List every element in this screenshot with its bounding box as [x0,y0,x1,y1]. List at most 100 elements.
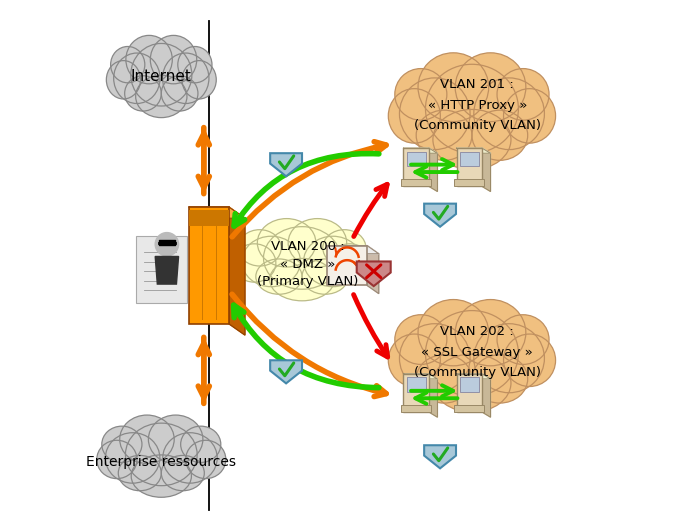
Ellipse shape [416,110,472,160]
Polygon shape [189,207,245,218]
Ellipse shape [426,311,518,396]
Text: VLAN 202 :: VLAN 202 : [440,326,514,338]
Ellipse shape [185,440,226,478]
Ellipse shape [474,78,544,150]
Bar [455,405,484,412]
Text: (Community VLAN): (Community VLAN) [414,119,541,132]
Text: « HTTP Proxy »: « HTTP Proxy » [428,99,527,112]
Bar [460,378,479,392]
Ellipse shape [161,76,198,111]
Polygon shape [482,148,491,192]
Ellipse shape [302,259,348,294]
Ellipse shape [114,53,160,104]
Ellipse shape [125,423,197,486]
Ellipse shape [395,315,447,364]
Ellipse shape [125,76,161,111]
Bar [327,246,367,286]
Ellipse shape [474,324,544,393]
Polygon shape [482,374,491,417]
Ellipse shape [96,440,137,478]
Polygon shape [229,207,245,335]
Text: « SSL Gateway »: « SSL Gateway » [422,346,533,358]
Ellipse shape [389,334,440,387]
Ellipse shape [150,36,197,84]
Ellipse shape [256,259,302,294]
Ellipse shape [163,433,217,483]
Ellipse shape [263,227,340,289]
Ellipse shape [136,75,187,118]
Ellipse shape [288,219,347,267]
Bar [457,374,482,412]
Ellipse shape [258,219,316,267]
Polygon shape [367,246,379,294]
Ellipse shape [497,68,549,120]
Polygon shape [270,361,302,383]
Ellipse shape [181,426,220,463]
Ellipse shape [269,259,334,301]
Ellipse shape [400,78,470,150]
Polygon shape [404,148,438,153]
Polygon shape [457,148,491,153]
Ellipse shape [455,53,526,122]
FancyBboxPatch shape [136,236,187,303]
Ellipse shape [455,299,526,366]
Ellipse shape [102,426,142,463]
Bar [455,179,484,186]
Circle shape [155,233,178,256]
Ellipse shape [504,334,555,387]
Ellipse shape [120,415,174,464]
Polygon shape [424,445,456,468]
Ellipse shape [400,324,470,393]
Bar [401,405,431,412]
Ellipse shape [416,355,472,403]
Polygon shape [327,246,379,254]
Ellipse shape [126,36,172,84]
Ellipse shape [395,68,447,120]
Ellipse shape [131,44,192,106]
Ellipse shape [418,53,489,122]
Bar [401,179,431,186]
Text: Internet: Internet [131,70,192,84]
Ellipse shape [472,110,528,160]
Ellipse shape [106,61,141,99]
FancyBboxPatch shape [189,207,229,324]
Ellipse shape [148,415,203,464]
Ellipse shape [119,456,161,491]
Polygon shape [357,261,391,286]
Ellipse shape [182,61,216,99]
Polygon shape [270,153,302,176]
Ellipse shape [418,299,489,366]
Bar [457,148,482,186]
Text: Enterprise ressources: Enterprise ressources [86,455,236,469]
Ellipse shape [304,236,362,287]
Bar [460,152,479,166]
Bar [407,152,426,166]
Text: VLAN 200 :: VLAN 200 : [271,241,344,253]
Polygon shape [429,148,438,192]
Ellipse shape [328,244,371,282]
Text: (Primary VLAN): (Primary VLAN) [256,276,358,288]
Ellipse shape [504,89,555,143]
Bar [189,210,229,226]
Ellipse shape [105,433,160,483]
Text: (Community VLAN): (Community VLAN) [414,366,541,379]
Ellipse shape [163,53,209,104]
Bar [404,148,429,186]
Ellipse shape [323,230,366,266]
Ellipse shape [472,355,528,403]
Bar [407,378,426,392]
Ellipse shape [242,236,300,287]
Text: « DMZ »: « DMZ » [280,258,335,271]
Ellipse shape [433,109,511,170]
Ellipse shape [161,456,205,491]
Ellipse shape [238,230,281,266]
Polygon shape [404,374,438,379]
Polygon shape [155,256,178,284]
Ellipse shape [389,89,440,143]
Polygon shape [424,204,456,227]
Text: VLAN 201 :: VLAN 201 : [440,79,514,91]
Ellipse shape [433,354,511,412]
Ellipse shape [178,47,212,83]
Bar [404,374,429,412]
Ellipse shape [131,455,192,497]
